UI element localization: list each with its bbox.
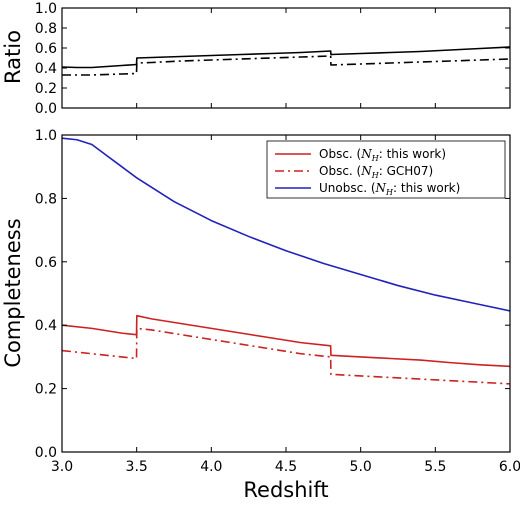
redshift-x-axis-label: Redshift — [243, 478, 328, 501]
y-tick-label: 0.4 — [35, 61, 57, 77]
legend-label-2: Obsc. (NH: GCH07) — [319, 164, 433, 180]
ratio-panel: 0.0 0.2 0.4 0.6 0.8 1.0 — [35, 1, 511, 117]
x-tick-label: 4.0 — [200, 459, 222, 475]
y-tick-label: 0.8 — [35, 191, 57, 207]
x-tick-label: 4.5 — [275, 459, 297, 475]
y-tick-label: 0.0 — [35, 445, 57, 461]
y-tick-label: 0.2 — [35, 81, 57, 97]
completeness-series-line-3 — [61, 137, 511, 312]
legend-label-1: Obsc. (NH: this work) — [319, 147, 446, 163]
y-tick-label: 0.6 — [35, 41, 57, 57]
y-tick-label: 0.4 — [35, 318, 57, 334]
ratio-series-line-1 — [61, 46, 511, 69]
completeness-panel: 0.0 0.2 0.4 0.6 0.8 1.0 3.0 3.5 4.0 4.5 5.0 5.5 6.0 O… — [35, 128, 520, 475]
completeness-y-axis-label: Completeness — [1, 218, 25, 367]
x-tick-label: 3.5 — [126, 459, 148, 475]
x-tick-label: 5.0 — [350, 459, 372, 475]
completeness-series-line-1 — [61, 314, 511, 368]
x-tick-label: 5.5 — [424, 459, 446, 475]
y-tick-label: 1.0 — [35, 128, 57, 144]
x-tick-label: 3.0 — [51, 459, 73, 475]
y-tick-label: 0.8 — [35, 21, 57, 37]
y-tick-label: 0.0 — [35, 101, 57, 117]
y-tick-label: 0.2 — [35, 382, 57, 398]
y-tick-label: 1.0 — [35, 1, 57, 17]
legend-label-3: Unobsc. (NH: this work) — [319, 181, 460, 197]
y-tick-label: 0.6 — [35, 255, 57, 271]
ratio-y-axis-label: Ratio — [1, 30, 25, 84]
legend: Obsc. (NH: this work)Obsc. (NH: GCH07)Un… — [266, 140, 506, 199]
completeness-series-line-2 — [61, 327, 511, 385]
x-tick-label: 6.0 — [499, 459, 520, 475]
